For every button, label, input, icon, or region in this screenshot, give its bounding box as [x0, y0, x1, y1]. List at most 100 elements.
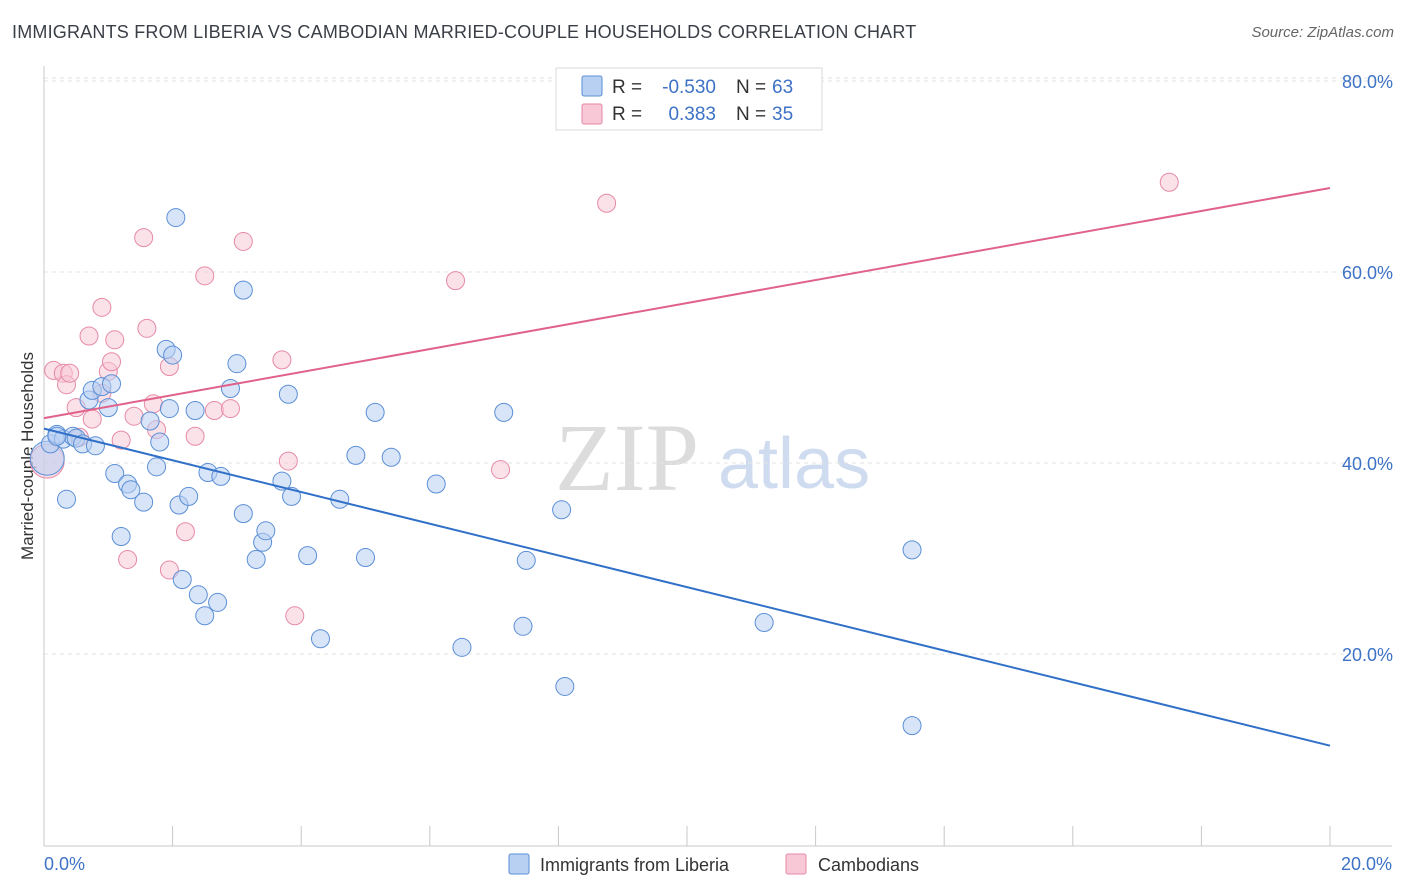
- legend-swatch-liberia: [581, 75, 603, 97]
- legend-r-label-1: R =: [612, 77, 642, 98]
- series-cambodians-points: [29, 172, 1179, 626]
- data-point: [446, 271, 466, 291]
- data-point: [513, 616, 533, 636]
- data-point: [105, 464, 125, 484]
- data-point: [272, 350, 292, 370]
- data-point: [220, 399, 240, 419]
- legend-n-label-2: N =: [736, 104, 766, 125]
- y-tick-label: 20.0%: [1342, 645, 1393, 665]
- trend-line-liberia: [43, 427, 1331, 747]
- data-point: [902, 540, 922, 560]
- bottom-legend-label-liberia: Immigrants from Liberia: [540, 855, 730, 875]
- data-point: [278, 384, 298, 404]
- data-point: [147, 457, 167, 477]
- legend-r-value-1: -0.530: [662, 77, 716, 98]
- data-point: [902, 716, 922, 736]
- data-point: [381, 447, 401, 467]
- watermark-zip: ZIP: [555, 404, 699, 511]
- data-point: [134, 492, 154, 512]
- data-point: [552, 500, 572, 520]
- data-point: [159, 399, 179, 419]
- data-point: [365, 402, 385, 422]
- data-point: [356, 548, 375, 568]
- legend-swatch-cambodians: [581, 103, 603, 125]
- data-point: [597, 193, 617, 213]
- data-point: [111, 527, 131, 547]
- y-tick-labels: 20.0% 40.0% 60.0% 80.0%: [1342, 72, 1393, 665]
- data-point: [233, 231, 253, 251]
- data-point: [754, 612, 774, 632]
- x-tick-label-min: 0.0%: [44, 854, 85, 874]
- data-point: [60, 363, 80, 383]
- data-point: [278, 451, 298, 471]
- bottom-legend-swatch-cambodians: [785, 853, 807, 875]
- legend-r-label-2: R =: [612, 104, 642, 125]
- data-point: [150, 432, 170, 452]
- data-point: [137, 318, 157, 338]
- data-point: [85, 436, 105, 456]
- data-point: [204, 400, 224, 420]
- data-point: [246, 549, 266, 569]
- y-tick-label: 60.0%: [1342, 263, 1393, 283]
- data-point: [195, 606, 215, 626]
- data-point: [555, 676, 575, 696]
- data-point: [220, 379, 240, 399]
- data-point: [118, 549, 138, 569]
- data-point: [179, 486, 199, 506]
- data-point: [185, 426, 205, 446]
- series-legend: Immigrants from Liberia Cambodians: [508, 853, 919, 875]
- data-point: [491, 460, 511, 480]
- data-point: [233, 504, 253, 524]
- data-point: [185, 400, 205, 420]
- y-axis-title: Married-couple Households: [18, 352, 37, 560]
- data-point: [516, 550, 536, 570]
- data-point: [282, 486, 302, 506]
- data-point: [298, 546, 318, 566]
- data-point: [134, 228, 154, 248]
- data-point: [426, 474, 446, 494]
- data-point: [102, 352, 122, 372]
- data-point: [208, 592, 228, 612]
- source-credit: Source: ZipAtlas.com: [1251, 24, 1394, 41]
- correlation-legend: R = -0.530 N = 63 R = 0.383 N = 35: [555, 67, 823, 131]
- data-point: [111, 430, 131, 450]
- series-liberia-points: [29, 208, 922, 736]
- bottom-legend-label-cambodians: Cambodians: [818, 855, 919, 875]
- data-point: [79, 326, 99, 346]
- data-point: [452, 637, 472, 657]
- data-point: [227, 354, 247, 374]
- data-point: [1159, 172, 1179, 192]
- data-point: [172, 570, 192, 590]
- watermark-atlas: atlas: [718, 424, 870, 504]
- bottom-legend-swatch-liberia: [508, 853, 530, 875]
- data-point: [57, 489, 77, 509]
- data-point: [124, 406, 144, 426]
- legend-r-value-2: 0.383: [668, 104, 716, 125]
- y-tick-label: 40.0%: [1342, 454, 1393, 474]
- legend-n-value-2: 35: [772, 104, 793, 125]
- data-point: [92, 297, 112, 317]
- data-point: [494, 402, 514, 422]
- data-point: [195, 266, 215, 286]
- data-point: [159, 560, 179, 580]
- data-point: [82, 409, 102, 429]
- data-point: [310, 629, 330, 649]
- x-tick-label-max: 20.0%: [1341, 854, 1392, 874]
- data-point: [346, 445, 366, 465]
- data-point: [102, 374, 122, 394]
- data-point: [140, 411, 160, 431]
- gridlines: [44, 77, 1392, 655]
- trend-lines: [43, 186, 1331, 747]
- data-point: [105, 330, 125, 350]
- data-point: [188, 585, 208, 605]
- chart-title: IMMIGRANTS FROM LIBERIA VS CAMBODIAN MAR…: [12, 22, 917, 42]
- legend-n-value-1: 63: [772, 77, 793, 98]
- data-point: [163, 345, 183, 365]
- data-point: [256, 521, 276, 541]
- y-tick-label: 80.0%: [1342, 72, 1393, 92]
- trend-line-cambodians: [43, 186, 1331, 420]
- legend-n-label-1: N =: [736, 77, 766, 98]
- x-tick-marks: [43, 826, 1331, 846]
- data-point: [121, 480, 141, 500]
